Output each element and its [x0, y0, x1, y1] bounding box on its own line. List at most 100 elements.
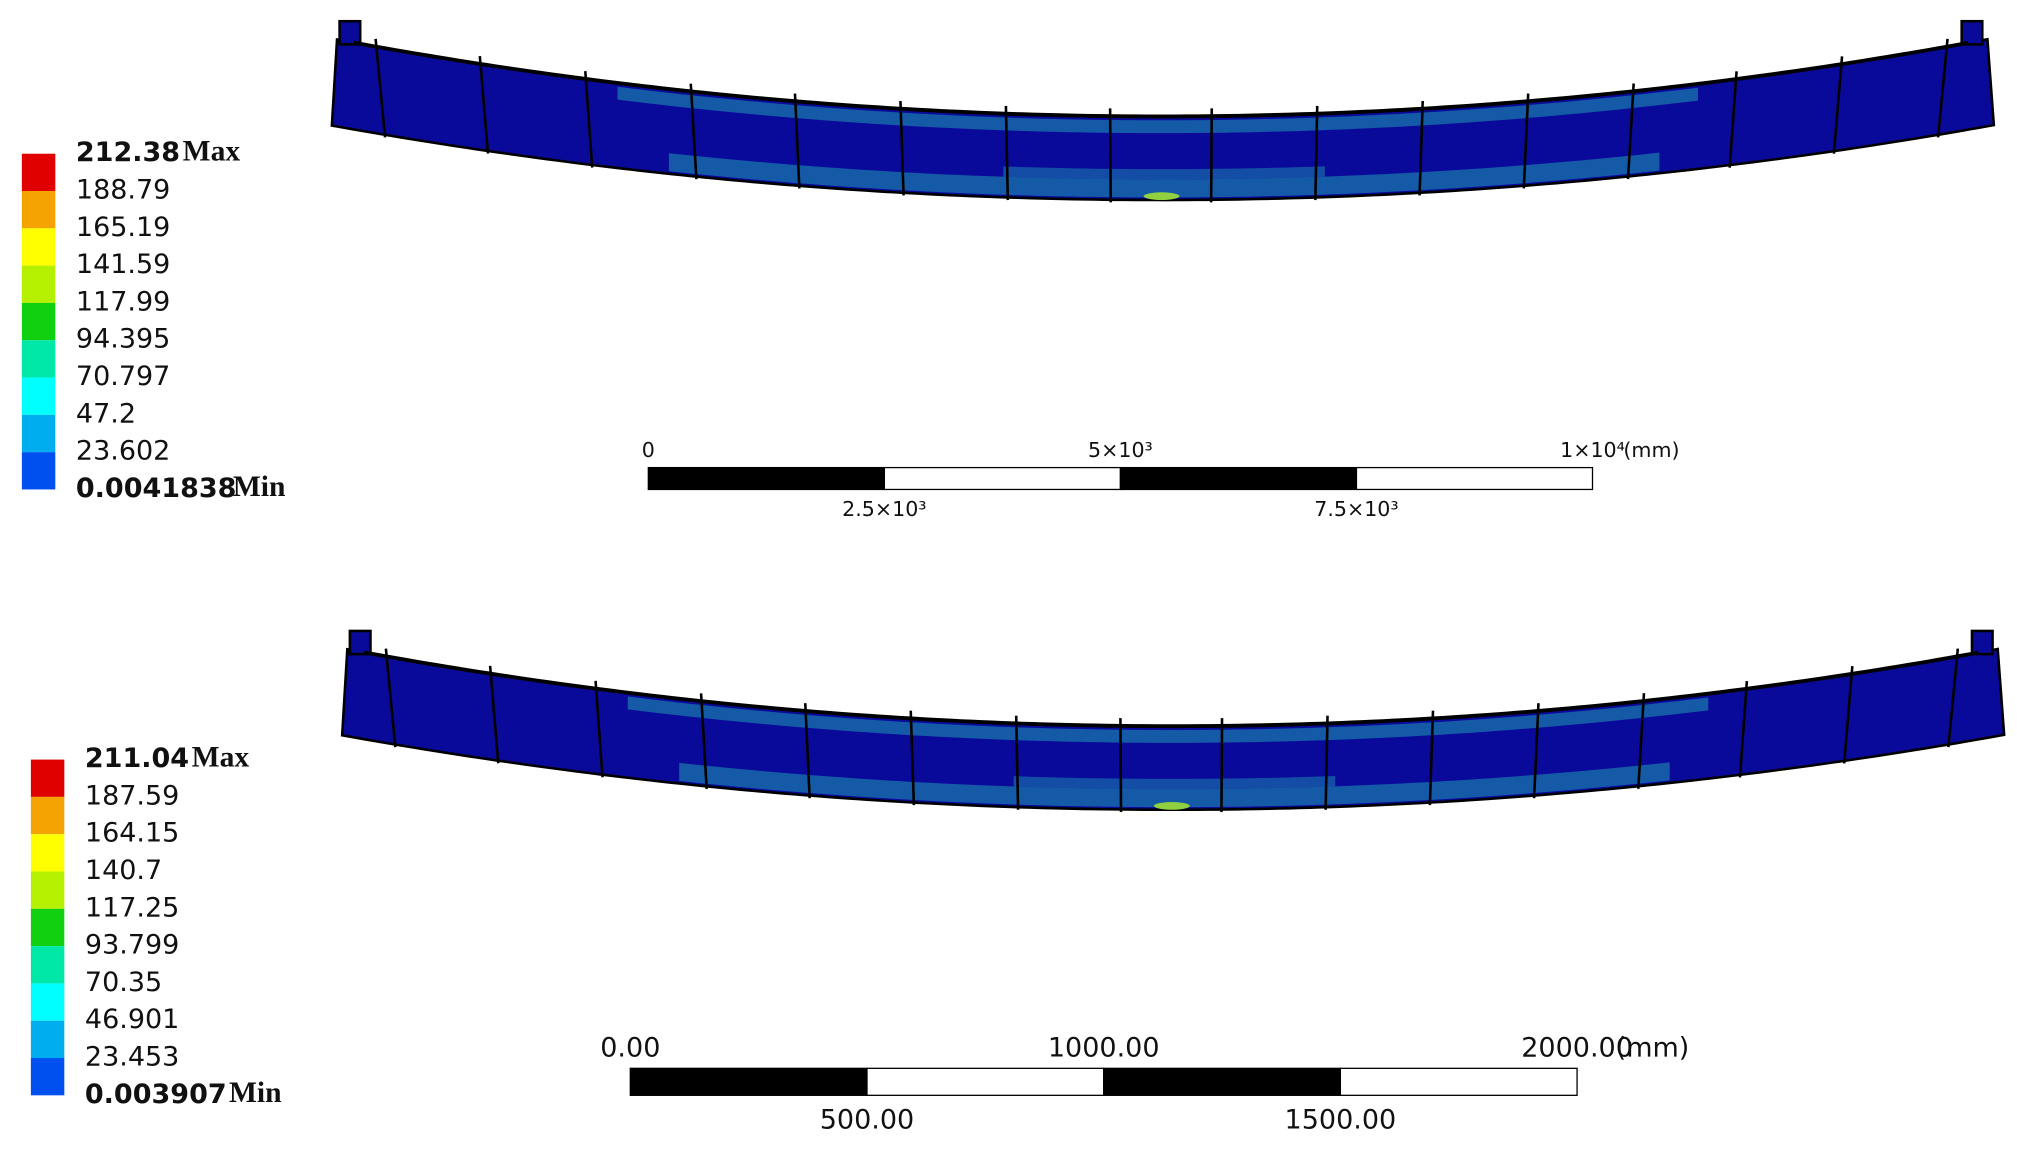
legend-level: 47.2: [76, 398, 136, 429]
scale-label: 1500.00: [1285, 1105, 1397, 1136]
stiffener: [1119, 718, 1123, 813]
stiffener: [803, 703, 811, 799]
legend-level: 94.395: [76, 324, 170, 355]
scale-label: 2000.00: [1521, 1033, 1633, 1064]
legend-level: 93.799: [85, 930, 179, 961]
stiffener: [1428, 710, 1435, 806]
stiffener: [1418, 100, 1424, 196]
stiffener: [1832, 56, 1844, 154]
stiffener: [594, 680, 604, 778]
stiffener: [1522, 93, 1530, 189]
stiffener: [1004, 105, 1010, 201]
stiffener: [1626, 83, 1635, 180]
result-panel: 211.04 Max 187.59 164.15 140.7 117.25 93.799 70…: [30, 629, 2006, 1136]
stiffener: [1014, 715, 1020, 810]
legend-level: 188.79: [76, 175, 170, 206]
legend-band: [21, 452, 56, 490]
top-chord: [363, 650, 1979, 729]
stiffener: [1108, 108, 1113, 203]
top-chord: [353, 40, 1969, 119]
stress-band: [1003, 166, 1325, 180]
legend-level: 70.35: [85, 967, 162, 998]
stiffener: [1314, 105, 1319, 201]
stiffener: [1220, 718, 1224, 813]
legend-level: 46.901: [85, 1004, 179, 1035]
legend-band: [21, 153, 56, 192]
stiffener: [584, 71, 594, 168]
stress-band: [1013, 775, 1336, 790]
stiffener: [899, 100, 905, 196]
legend-level: 164.15: [85, 818, 179, 849]
legend-level: 23.602: [76, 436, 170, 467]
end-tab: [338, 19, 362, 46]
end-tab: [1960, 19, 1984, 46]
legend-max-label: Max: [192, 741, 250, 773]
legend-level: 141.59: [76, 249, 170, 280]
scale-segment: [883, 466, 1122, 491]
scale-label: 0: [642, 438, 655, 462]
legend-min-value: 0.0041838: [76, 473, 237, 504]
legend-min-value: 0.003907: [85, 1079, 227, 1110]
stress-band: [668, 152, 1660, 198]
stiffener: [1728, 71, 1738, 168]
stiffener: [1324, 715, 1329, 810]
stiffener: [1738, 680, 1749, 778]
scale-segment: [1119, 466, 1358, 491]
legend-level: 117.99: [76, 286, 170, 317]
stiffener: [374, 38, 387, 138]
end-tab: [348, 629, 372, 656]
legend-band: [30, 1020, 65, 1059]
legend-band: [21, 414, 56, 453]
legend-band: [21, 191, 56, 229]
legend-band: [30, 834, 65, 872]
stiffener: [1532, 703, 1540, 799]
stiffener: [478, 56, 490, 154]
legend-band: [30, 1058, 65, 1096]
legend-band: [30, 871, 65, 909]
legend-level: 140.7: [85, 855, 162, 886]
legend-level: 165.19: [76, 212, 170, 243]
scale-segment: [1103, 1067, 1342, 1096]
scale-segment: [629, 1067, 868, 1096]
legend-max-label: Max: [183, 136, 241, 168]
legend-min-label: Min: [229, 1077, 282, 1109]
stiffener: [699, 693, 708, 790]
beam: [330, 19, 1996, 203]
legend-band: [21, 340, 56, 378]
beam: [340, 629, 2006, 813]
stiffener: [1936, 38, 1949, 138]
end-tab: [1970, 629, 1994, 656]
stress-band: [679, 762, 1670, 808]
scale-unit: (mm): [1623, 438, 1679, 462]
legend-band: [21, 265, 56, 303]
stiffener: [488, 665, 500, 764]
scale-segment: [1355, 466, 1594, 491]
legend-band: [21, 302, 56, 341]
legend-band: [30, 759, 65, 797]
legend-band: [21, 377, 56, 415]
scale-label: 1000.00: [1048, 1033, 1160, 1064]
stress-band: [617, 86, 1698, 134]
scale-segment: [647, 466, 886, 491]
scale-label: 5×10³: [1088, 438, 1153, 462]
stress-peak: [1143, 192, 1180, 201]
stress-band: [627, 696, 1709, 743]
stiffener: [1842, 665, 1854, 764]
stiffener: [909, 710, 916, 806]
legend-max-value: 212.38: [76, 137, 180, 168]
legend-band: [30, 983, 65, 1021]
stiffener: [689, 83, 698, 180]
legend-max-value: 211.04: [85, 743, 189, 774]
stiffener: [1947, 648, 1960, 748]
legend-level: 23.453: [85, 1042, 179, 1073]
scale-segment: [866, 1067, 1105, 1096]
stiffener: [793, 93, 801, 189]
stiffener: [384, 648, 397, 748]
legend-band: [21, 228, 56, 266]
scale-label: 7.5×10³: [1314, 497, 1398, 521]
legend-level: 117.25: [85, 892, 179, 923]
result-panel: 212.38 Max 188.79 165.19 141.59 117.99 94.395 7…: [21, 19, 1996, 521]
scale-unit: (mm): [1616, 1033, 1690, 1064]
legend-band: [30, 796, 65, 835]
